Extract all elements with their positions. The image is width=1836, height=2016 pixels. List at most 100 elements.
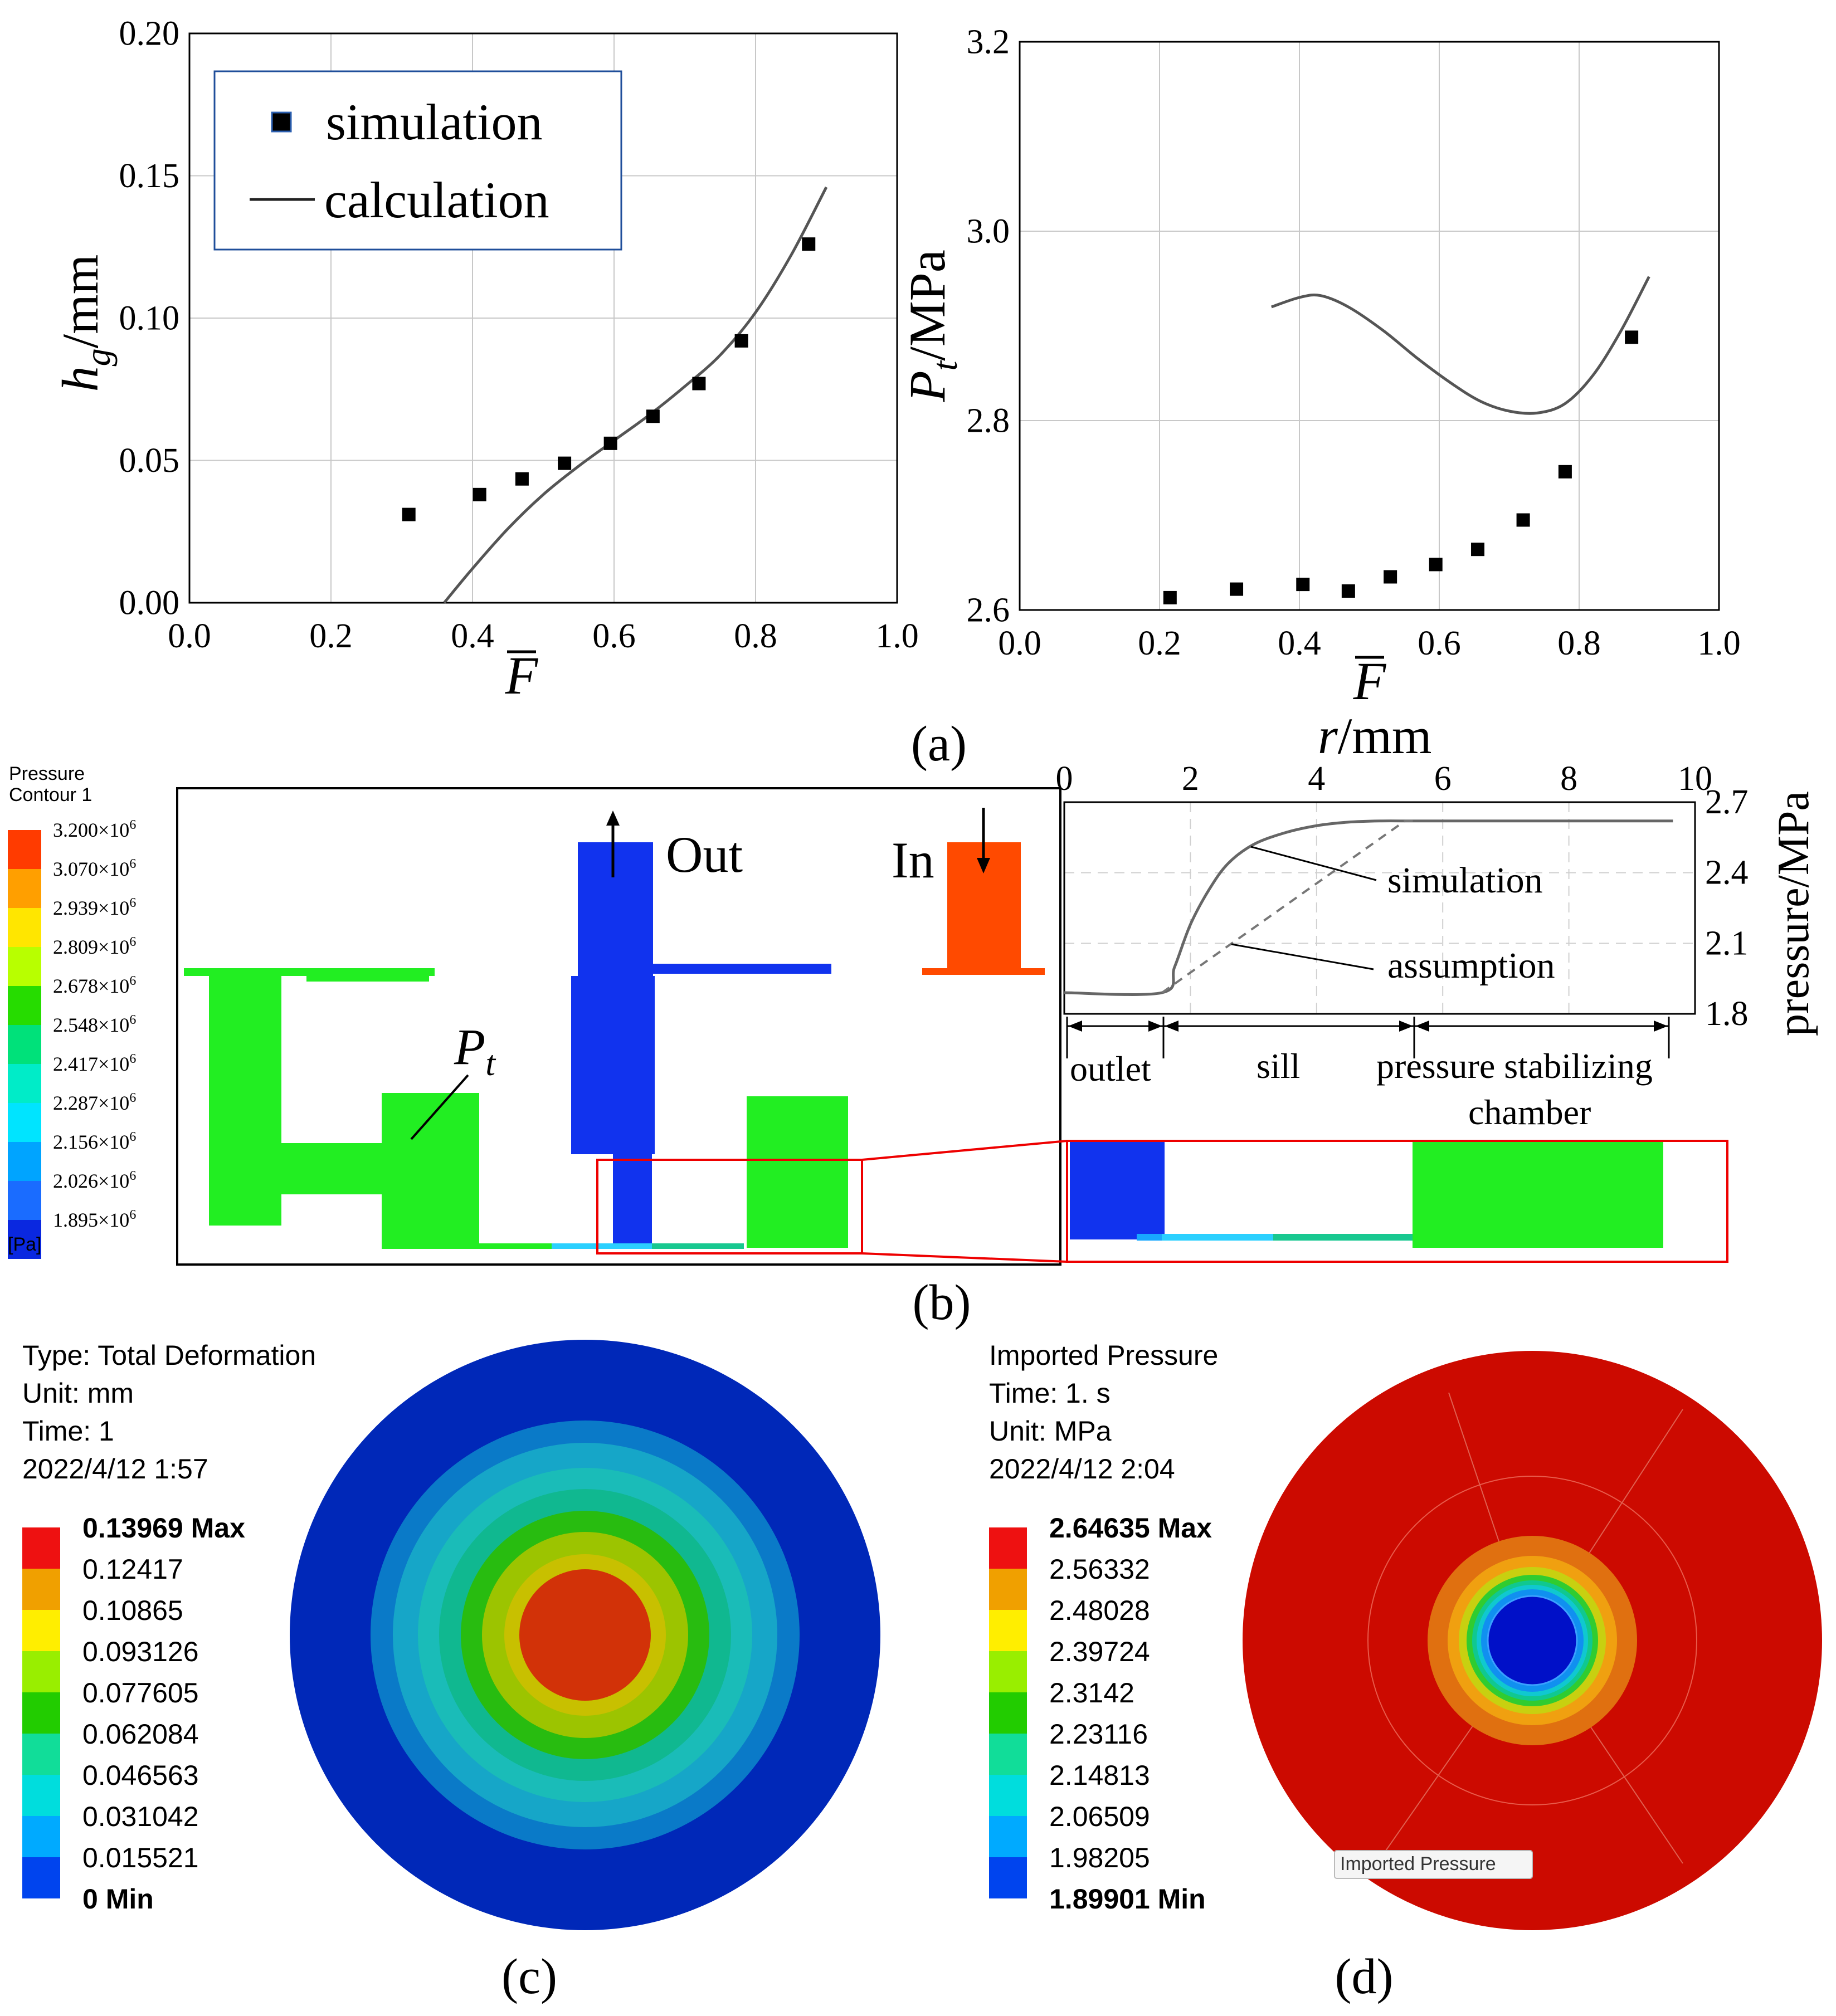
d-unit: Unit: MPa bbox=[989, 1415, 1112, 1447]
legend-swatch bbox=[22, 1569, 60, 1610]
c-time: Time: 1 bbox=[22, 1415, 114, 1447]
simulation-point bbox=[1163, 590, 1177, 604]
b-zoom-sill-2 bbox=[1162, 1234, 1273, 1241]
simulation-point bbox=[1296, 578, 1310, 592]
b-inset-y-label: pressure/MPa bbox=[1769, 791, 1818, 1036]
chart-a2: 2.6 2.8 3.0 3.2 0.0 0.2 0.4 0.6 0.8 1.0 Pt/MPa F bbox=[899, 23, 1741, 711]
legend-swatch bbox=[989, 1610, 1027, 1651]
x-tick-label: 4 bbox=[1308, 760, 1325, 798]
b-main-frame bbox=[176, 787, 1061, 1266]
d-pressure-disk bbox=[1243, 1351, 1822, 1930]
legend-level: 2.23116 bbox=[1049, 1719, 1148, 1750]
simulation-point bbox=[1341, 584, 1355, 598]
legend-swatch bbox=[8, 1142, 41, 1181]
panel-label-a: (a) bbox=[911, 716, 967, 772]
panel-c: Type: Total Deformation Unit: mm Time: 1… bbox=[22, 1340, 880, 1930]
svg-text:F: F bbox=[1353, 651, 1387, 711]
legend-level: 2.06509 bbox=[1049, 1801, 1150, 1832]
x-tick-label: 0.4 bbox=[1278, 624, 1321, 662]
legend-level: 1.98205 bbox=[1049, 1842, 1150, 1873]
legend-swatch bbox=[22, 1651, 60, 1692]
legend-simulation-label: simulation bbox=[326, 94, 542, 150]
legend-level: 2.48028 bbox=[1049, 1595, 1150, 1626]
legend-level: 2.156×106 bbox=[53, 1130, 136, 1153]
b-zoom-chamber bbox=[1413, 1142, 1663, 1248]
b-left-structure bbox=[184, 968, 552, 1249]
panel-d: Imported Pressure Time: 1. s Unit: MPa 2… bbox=[989, 1340, 1822, 1930]
x-tick-label: 1.0 bbox=[875, 617, 919, 655]
d-date: 2022/4/12 2:04 bbox=[989, 1453, 1175, 1485]
legend-level: 2.56332 bbox=[1049, 1554, 1150, 1585]
c-type: Type: Total Deformation bbox=[22, 1340, 316, 1371]
y-tick-label: 2.1 bbox=[1705, 924, 1749, 962]
c-unit: Unit: mm bbox=[22, 1378, 134, 1409]
legend-level: 2.287×106 bbox=[53, 1091, 136, 1114]
legend-swatch bbox=[22, 1527, 60, 1569]
legend-level: 0.046563 bbox=[82, 1760, 199, 1791]
b-legend-unit: [Pa] bbox=[8, 1234, 41, 1255]
b-pt-pointer bbox=[410, 1074, 469, 1140]
b-inset-assumption-line bbox=[1161, 819, 1418, 994]
d-tag-box bbox=[1334, 1850, 1533, 1879]
x-tick-label: 0.0 bbox=[168, 617, 211, 655]
legend-simulation-marker bbox=[271, 111, 292, 133]
legend-swatch bbox=[8, 830, 41, 869]
legend-swatch bbox=[989, 1692, 1027, 1734]
b-out-arrow bbox=[606, 811, 620, 877]
b-zoom-link-top bbox=[861, 1140, 1068, 1161]
simulation-point bbox=[1516, 513, 1530, 527]
legend-level: 1.895×106 bbox=[53, 1208, 136, 1231]
panel-label-c: (c) bbox=[501, 1949, 557, 2004]
x-tick-label: 6 bbox=[1434, 760, 1452, 798]
legend-swatch bbox=[8, 908, 41, 947]
b-zoom-sill-3 bbox=[1273, 1234, 1413, 1241]
legend-swatch bbox=[989, 1816, 1027, 1857]
d-legend: 2.64635 Max 2.56332 2.48028 2.39724 2.3142 2.… bbox=[989, 1512, 1212, 1915]
x-tick-label: 0.0 bbox=[998, 624, 1041, 662]
panel-b: Pressure Contour 1 3.200×106 3.070×106 2.9… bbox=[8, 707, 1818, 1266]
legend-level: 0.031042 bbox=[82, 1801, 199, 1832]
x-tick-label: 0.6 bbox=[1418, 624, 1461, 662]
legend-swatch bbox=[8, 1103, 41, 1142]
legend-level: 2.809×106 bbox=[53, 935, 136, 958]
b-chamber bbox=[747, 1096, 848, 1248]
d-time: Time: 1. s bbox=[989, 1378, 1111, 1409]
c-legend: 0.13969 Max 0.12417 0.10865 0.093126 0.07760… bbox=[22, 1512, 245, 1915]
y-tick-label: 2.7 bbox=[1705, 783, 1749, 821]
legend-level: 3.200×106 bbox=[53, 818, 136, 841]
legend-level: 2.026×106 bbox=[53, 1169, 136, 1192]
simulation-point bbox=[1471, 543, 1485, 557]
a2-xticks: 0.0 0.2 0.4 0.6 0.8 1.0 bbox=[998, 624, 1741, 662]
b-inset-yticks: 1.8 2.1 2.4 2.7 bbox=[1705, 783, 1749, 1033]
legend-swatch bbox=[989, 1651, 1027, 1692]
legend-swatch bbox=[22, 1775, 60, 1816]
simulation-point bbox=[1625, 330, 1639, 344]
d-type: Imported Pressure bbox=[989, 1340, 1218, 1371]
b-zoom-box bbox=[596, 1159, 863, 1254]
c-date: 2022/4/12 1:57 bbox=[22, 1453, 208, 1485]
y-tick-label: 0.15 bbox=[119, 157, 180, 195]
b-zoom-outlet bbox=[1070, 1142, 1165, 1239]
b-region-chamber: chamber bbox=[1468, 1092, 1591, 1132]
simulation-point bbox=[1384, 570, 1397, 584]
panel-label-d: (d) bbox=[1335, 1949, 1394, 2004]
b-annot-sim-pointer bbox=[1250, 846, 1377, 881]
legend-swatch bbox=[8, 1064, 41, 1103]
simulation-point bbox=[402, 507, 416, 521]
b-legend-bar: 3.200×106 3.070×106 2.939×106 2.809×106 2.67… bbox=[8, 818, 136, 1259]
chart-a1: 0.000.050.100.150.20 0.0 0.2 0.4 0.6 0.8 1.0 … bbox=[52, 14, 919, 705]
x-tick-label: 0 bbox=[1056, 760, 1073, 798]
a1-frame bbox=[188, 32, 898, 604]
legend-level: 2.678×106 bbox=[53, 974, 136, 997]
a2-simulation-points bbox=[1163, 330, 1639, 604]
x-tick-label: 0.6 bbox=[592, 617, 636, 655]
x-tick-label: 0.2 bbox=[1138, 624, 1181, 662]
x-tick-label: 1.0 bbox=[1697, 624, 1741, 662]
b-region-sill: sill bbox=[1257, 1046, 1300, 1086]
legend-level: 2.3142 bbox=[1049, 1677, 1134, 1709]
a2-x-label: F bbox=[1353, 651, 1387, 711]
b-inset-grid bbox=[1064, 802, 1695, 1014]
simulation-point bbox=[734, 334, 748, 348]
a1-simulation-points bbox=[402, 237, 816, 521]
